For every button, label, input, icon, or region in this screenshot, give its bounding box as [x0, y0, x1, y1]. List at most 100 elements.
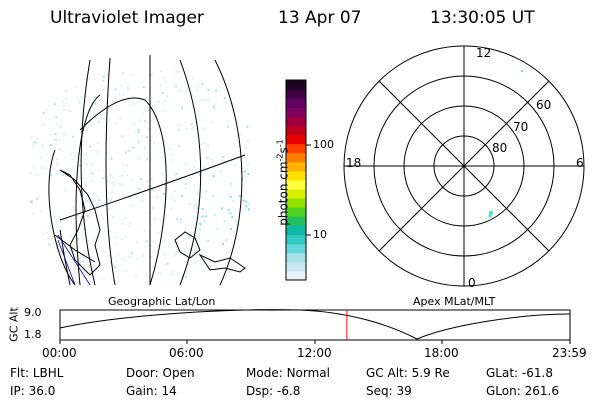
aurora-pixel	[30, 136, 33, 139]
aurora-pixel	[196, 192, 199, 195]
aurora-pixel	[234, 220, 237, 223]
aurora-pixel	[85, 120, 88, 123]
aurora-pixel	[202, 128, 205, 131]
colorbar-segment	[286, 170, 306, 181]
aurora-pixel	[144, 120, 147, 123]
aurora-pixel	[108, 179, 111, 182]
aurora-pixel	[221, 207, 224, 210]
aurora-pixel	[77, 100, 80, 103]
aurora-pixel	[147, 100, 150, 103]
aurora-pixel	[54, 138, 57, 141]
aurora-pixel	[113, 101, 116, 104]
aurora-pixel	[232, 200, 235, 203]
aurora-pixel	[206, 156, 209, 159]
aurora-pixel	[83, 177, 86, 180]
aurora-pixel	[148, 128, 151, 131]
aurora-pixel	[77, 152, 80, 155]
colorbar-segment	[286, 161, 306, 172]
altitude-xtick-0600: 06:00	[169, 346, 204, 360]
aurora-pixel	[199, 224, 202, 227]
aurora-pixel	[62, 108, 65, 111]
aurora-pixel	[122, 164, 125, 167]
aurora-pixel	[171, 160, 174, 163]
status-dsp: Dsp: -6.8	[246, 384, 301, 398]
aurora-pixel	[203, 219, 206, 222]
colorbar-tick-label-10: 10	[313, 228, 327, 241]
altitude-xtick-0000: 00:00	[42, 346, 77, 360]
aurora-pixel	[170, 207, 173, 210]
aurora-pixel	[188, 236, 191, 239]
aurora-pixel	[82, 269, 85, 272]
aurora-pixel	[112, 183, 115, 186]
aurora-pixel	[64, 189, 67, 192]
aurora-pixel	[90, 149, 93, 152]
aurora-pixel	[109, 199, 112, 202]
aurora-pixel	[84, 206, 87, 209]
aurora-pixel	[55, 158, 58, 161]
aurora-pixel	[203, 166, 206, 169]
aurora-pixel	[212, 195, 215, 198]
aurora-pixel	[205, 215, 208, 218]
aurora-pixel	[202, 142, 205, 145]
aurora-pixel	[53, 103, 56, 106]
aurora-pixel	[73, 266, 76, 269]
altitude-xticks	[59, 340, 571, 344]
aurora-pixel	[118, 175, 121, 178]
aurora-pixel	[82, 232, 85, 235]
aurora-pixel	[150, 139, 153, 142]
aurora-pixel	[205, 190, 208, 193]
aurora-pixel	[246, 168, 249, 171]
aurora-pixel	[184, 182, 187, 185]
aurora-pixel	[204, 127, 207, 130]
aurora-pixel	[80, 106, 83, 109]
aurora-pixel	[107, 254, 110, 257]
aurora-pixel	[62, 170, 65, 173]
geo-grid	[48, 54, 246, 286]
aurora-pixel	[121, 174, 124, 177]
aurora-pixel	[106, 179, 109, 182]
aurora-pixel	[190, 92, 193, 95]
aurora-pixel	[130, 253, 133, 256]
aurora-pixel	[152, 142, 155, 145]
aurora-pixel	[88, 119, 91, 122]
aurora-pixel	[131, 74, 134, 77]
aurora-pixel	[55, 116, 58, 119]
aurora-pixel	[62, 105, 65, 108]
aurora-pixel	[137, 131, 140, 134]
aurora-pixel	[108, 118, 111, 121]
aurora-pixel	[40, 156, 43, 159]
altitude-xtick-2359: 23:59	[552, 346, 587, 360]
aurora-pixel	[115, 122, 118, 125]
aurora-pixel	[106, 73, 109, 76]
aurora-pixel	[69, 153, 72, 156]
aurora-pixel	[81, 225, 84, 228]
aurora-pixel	[207, 99, 210, 102]
aurora-pixel	[238, 195, 241, 198]
aurora-pixel	[48, 104, 51, 107]
aurora-pixel	[49, 205, 52, 208]
aurora-pixel	[98, 169, 101, 172]
aurora-pixel	[55, 168, 58, 171]
aurora-pixel	[245, 147, 248, 150]
aurora-pixel	[139, 158, 142, 161]
aurora-pixel	[121, 257, 124, 260]
aurora-pixel	[160, 70, 163, 73]
aurora-pixel	[175, 173, 178, 176]
aurora-pixel	[156, 196, 159, 199]
time-label: 13:30:05 UT	[430, 8, 535, 28]
aurora-pixel	[110, 157, 113, 160]
aurora-pixel	[210, 121, 213, 124]
aurora-pixel	[170, 197, 173, 200]
aurora-pixel	[89, 109, 92, 112]
aurora-pixel	[133, 96, 136, 99]
aurora-pixel	[205, 265, 208, 268]
aurora-pixel	[163, 193, 166, 196]
status-mode: Mode: Normal	[246, 366, 330, 380]
aurora-pixel	[245, 205, 248, 208]
aurora-pixel	[109, 173, 112, 176]
aurora-pixel	[36, 197, 39, 200]
aurora-pixel	[65, 101, 68, 104]
aurora-pixel	[31, 212, 34, 215]
aurora-pixel	[192, 126, 195, 129]
